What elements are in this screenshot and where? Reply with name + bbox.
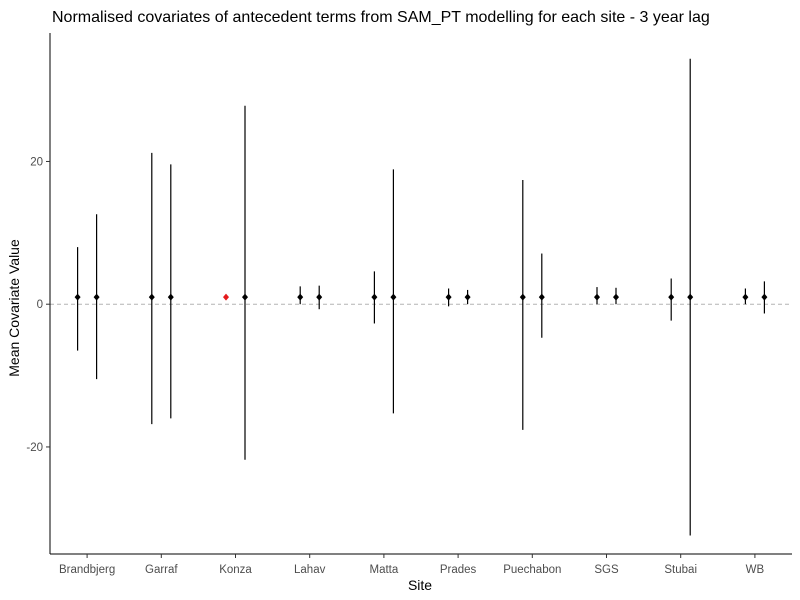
mean-point: [668, 293, 675, 301]
chart-title: Normalised covariates of antecedent term…: [52, 9, 710, 26]
mean-point: [519, 293, 526, 301]
mean-point: [538, 293, 545, 301]
mean-point: [594, 293, 600, 301]
y-tick-label: 20: [30, 156, 43, 168]
plot-area: -20 0 20 Brandbjerg Garraf Konza Lahav Matta Pra…: [26, 33, 792, 576]
mean-point: [445, 293, 452, 301]
mean-point: [316, 293, 323, 301]
mean-point: [297, 293, 304, 301]
y-axis-title: Mean Covariate Value: [6, 239, 22, 377]
mean-point: [687, 293, 694, 301]
mean-point: [371, 293, 378, 301]
x-tick-label: SGS: [594, 564, 619, 576]
mean-point: [761, 293, 768, 301]
x-tick-label: WB: [746, 564, 765, 576]
mean-point: [93, 293, 100, 301]
mean-point: [74, 293, 81, 301]
x-tick-label: Stubai: [664, 564, 697, 576]
x-tick-label: Brandbjerg: [59, 564, 115, 576]
mean-point: [390, 293, 397, 301]
x-tick-label: Puechabon: [503, 564, 561, 576]
x-tick-label: Lahav: [294, 564, 326, 576]
x-tick-label: Prades: [440, 564, 477, 576]
mean-point: [242, 293, 248, 301]
y-tick-label: -20: [26, 442, 43, 454]
mean-point: [613, 293, 619, 301]
mean-point: [223, 293, 229, 301]
mean-point: [148, 293, 155, 301]
x-tick-label: Garraf: [145, 564, 178, 576]
x-tick-label: Konza: [219, 564, 252, 576]
x-tick-label: Matta: [370, 564, 399, 576]
mean-point: [167, 293, 174, 301]
x-axis-title: Site: [408, 577, 432, 593]
y-tick-label: 0: [37, 299, 43, 311]
mean-point: [742, 293, 749, 301]
mean-point: [464, 293, 471, 301]
